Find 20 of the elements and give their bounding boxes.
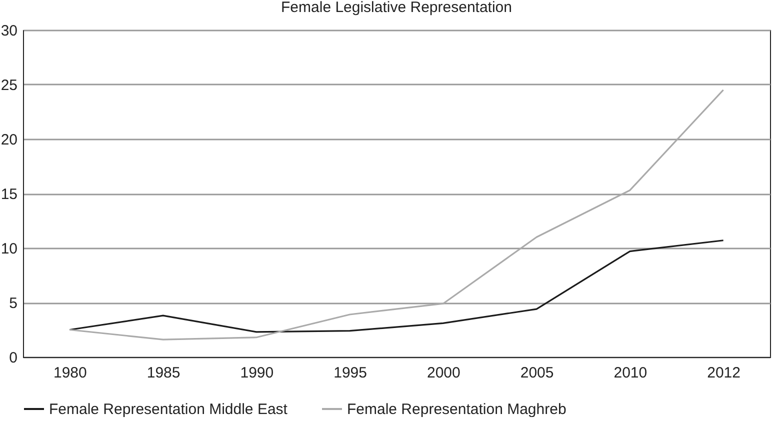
y-tick-label: 10 bbox=[0, 240, 18, 258]
y-tick-label: 20 bbox=[0, 132, 18, 148]
x-tick-label: 2010 bbox=[614, 364, 648, 382]
y-tick-label: 15 bbox=[0, 186, 18, 203]
x-tick-label: 1985 bbox=[146, 364, 180, 382]
legend-label: Female Representation Maghreb bbox=[347, 401, 566, 418]
line-series bbox=[68, 240, 724, 333]
y-tick-label: 25 bbox=[0, 77, 18, 94]
x-tick-label: 1995 bbox=[334, 364, 367, 382]
x-tick-label: 1980 bbox=[54, 364, 87, 382]
line-series bbox=[68, 89, 724, 340]
y-tick-label: 5 bbox=[9, 295, 18, 312]
x-tick-label: 2012 bbox=[707, 364, 740, 382]
legend-label: Female Representation Middle East bbox=[49, 401, 288, 418]
y-tick-label: 30 bbox=[0, 22, 18, 40]
x-tick-label: 1990 bbox=[240, 364, 274, 382]
chart-title: Female Legislative Representation bbox=[281, 0, 512, 16]
y-tick-label: 0 bbox=[9, 350, 18, 366]
x-tick-label: 2005 bbox=[520, 364, 554, 382]
x-tick-label: 2000 bbox=[427, 364, 460, 382]
